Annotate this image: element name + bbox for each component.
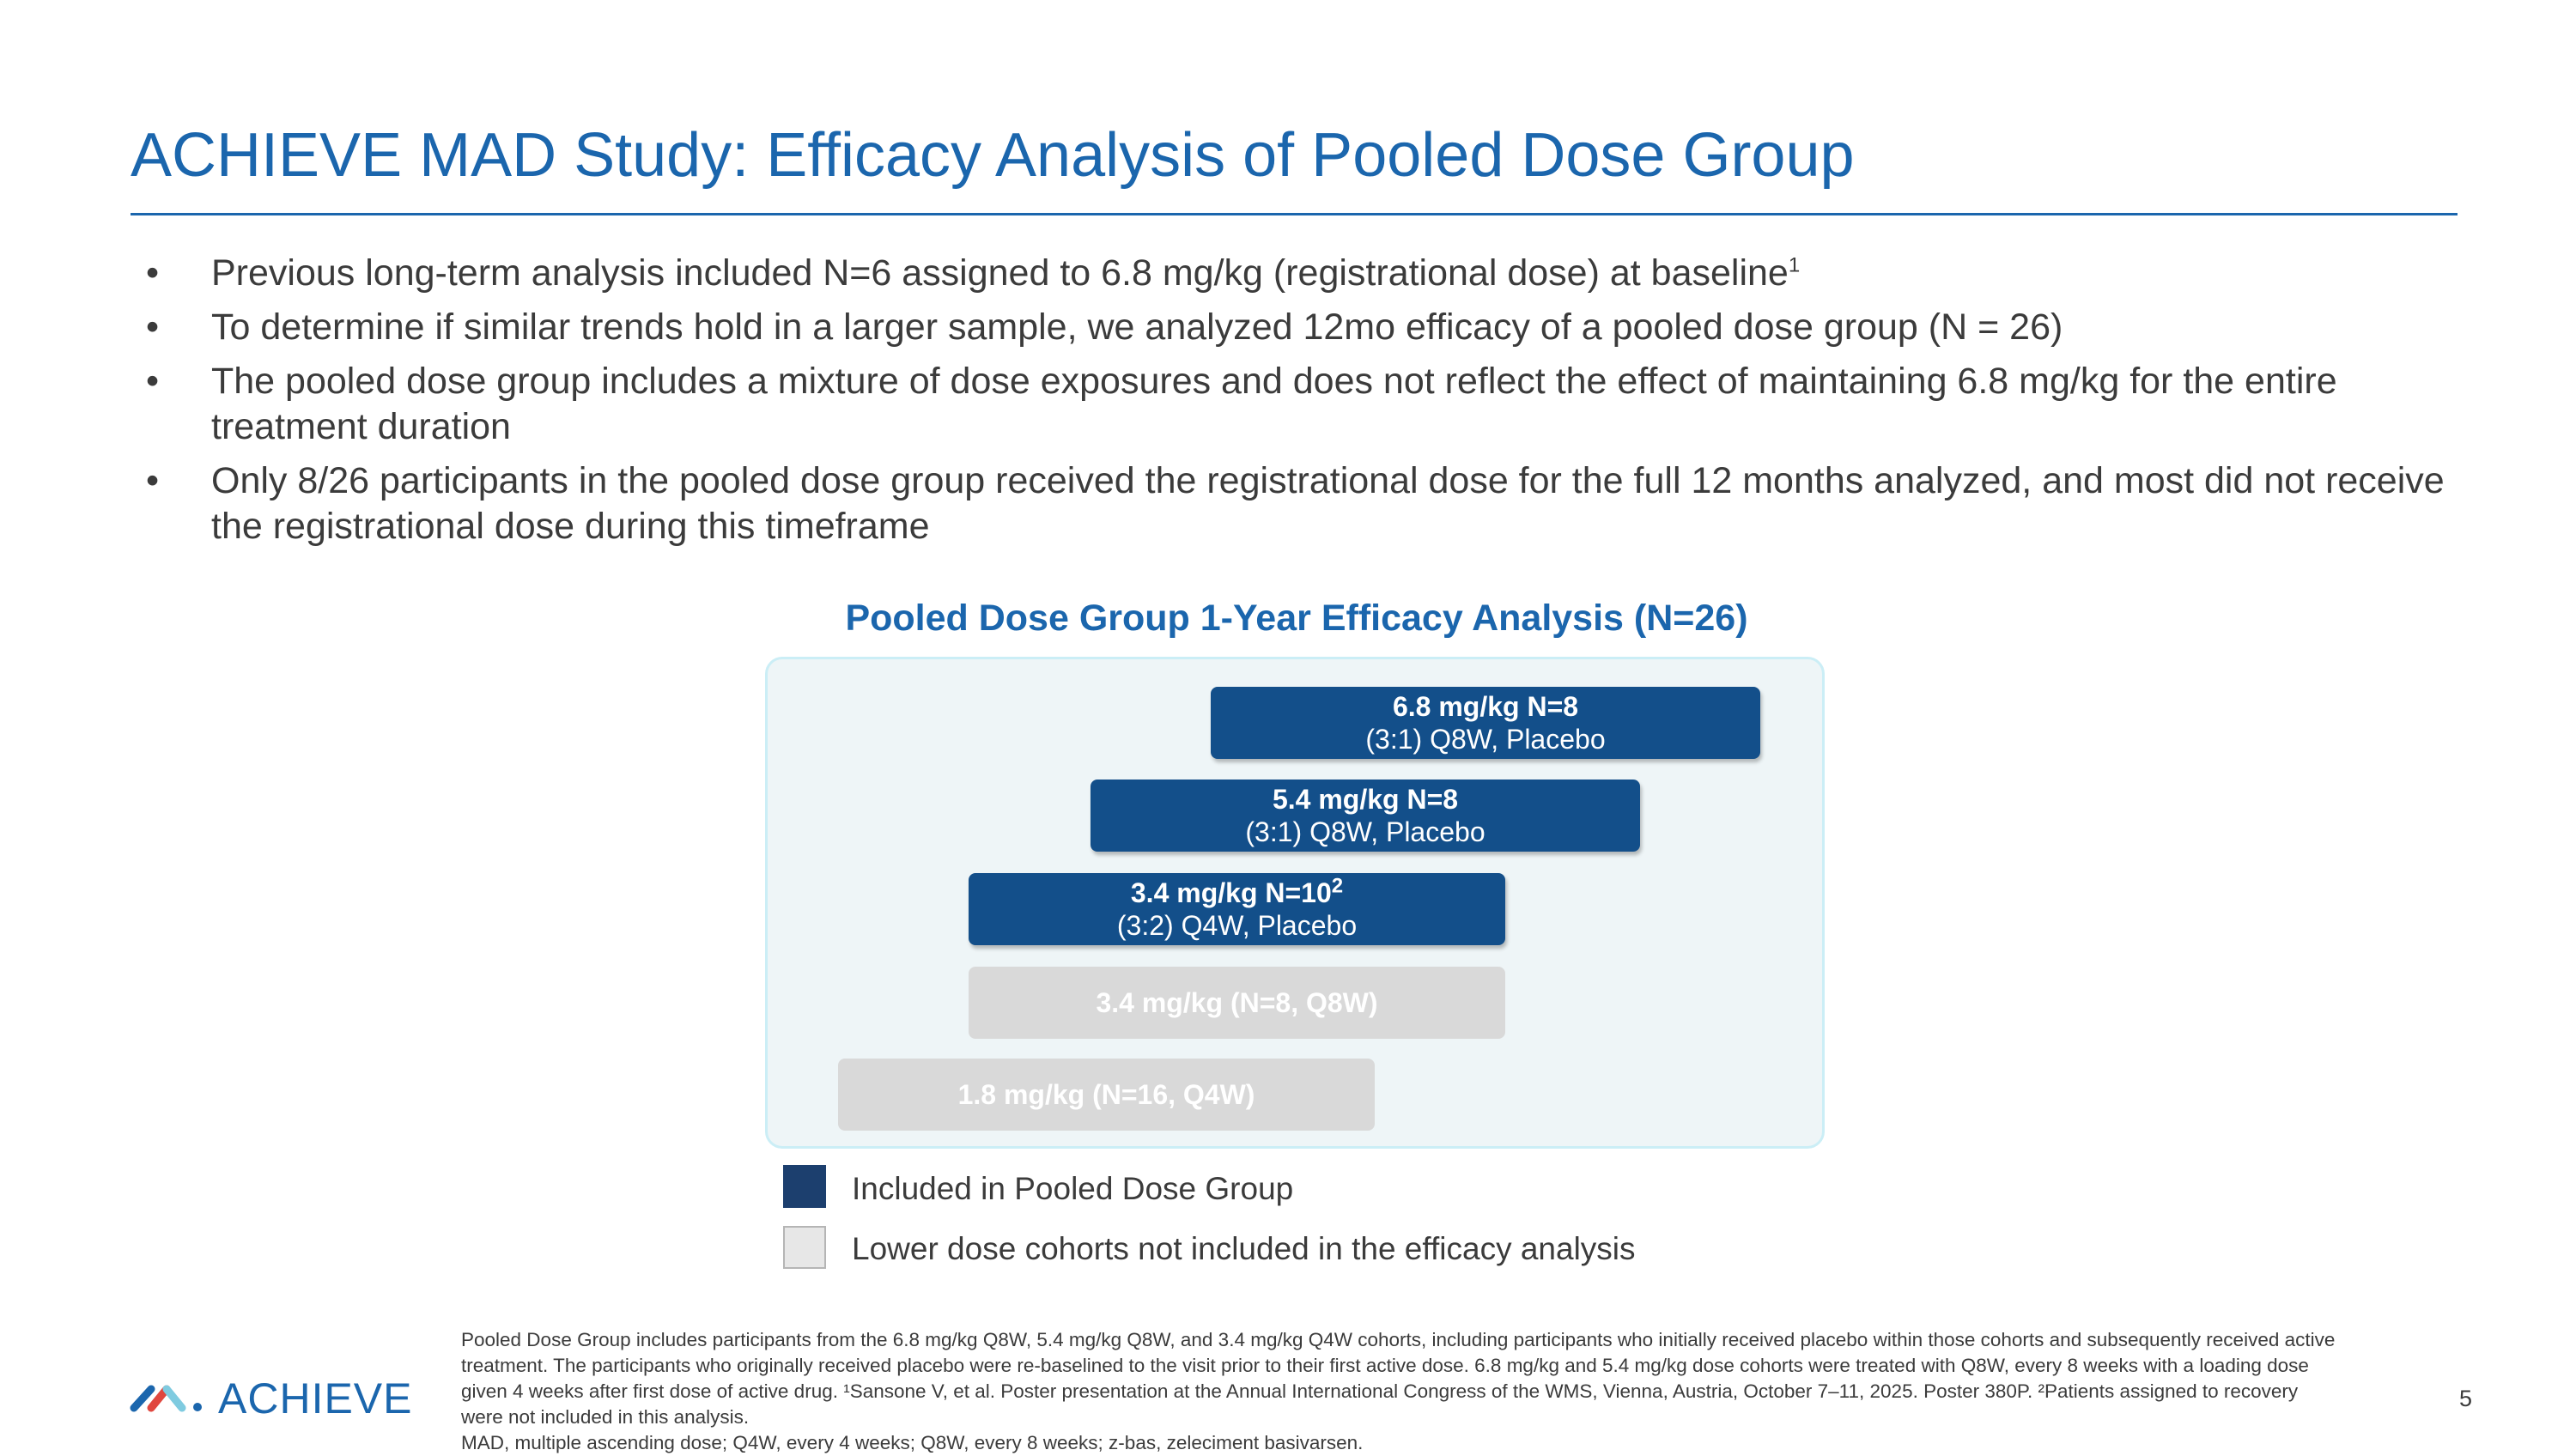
cohort-regimen-label: (3:1) Q8W, Placebo xyxy=(1365,724,1606,755)
cohort-bar-1-8: 1.8 mg/kg (N=16, Q4W) xyxy=(838,1059,1375,1131)
cohort-bar-6-8: 6.8 mg/kg N=8 (3:1) Q8W, Placebo xyxy=(1211,687,1760,759)
legend-label-excluded: Lower dose cohorts not included in the e… xyxy=(852,1231,1636,1266)
cohort-superscript: 2 xyxy=(1331,874,1344,898)
footnote: Pooled Dose Group includes participants … xyxy=(461,1327,2342,1456)
cohort-dose-label: 6.8 mg/kg N=8 xyxy=(1392,691,1579,722)
cohort-bar-5-4: 5.4 mg/kg N=8 (3:1) Q8W, Placebo xyxy=(1091,780,1640,852)
cohort-dose-label: 3.4 mg/kg N=102 xyxy=(1130,874,1344,908)
page-number: 5 xyxy=(2459,1386,2473,1411)
bullet-item: • Only 8/26 participants in the pooled d… xyxy=(146,458,2482,549)
bullet-superscript: 1 xyxy=(1788,253,1801,277)
bullet-text: The pooled dose group includes a mixture… xyxy=(211,361,2337,447)
diagram-title: Pooled Dose Group 1-Year Efficacy Analys… xyxy=(845,598,1748,639)
bullet-item: • Previous long-term analysis included N… xyxy=(146,251,2482,296)
bullet-list: • Previous long-term analysis included N… xyxy=(146,251,2482,558)
cohort-dose-label: 5.4 mg/kg N=8 xyxy=(1272,784,1459,815)
footnote-line: MAD, multiple ascending dose; Q4W, every… xyxy=(461,1432,1364,1453)
bullet-text: Previous long-term analysis included N=6… xyxy=(211,252,1789,294)
cohort-regimen-label: (3:2) Q4W, Placebo xyxy=(1116,910,1358,941)
cohort-regimen-label: (3:1) Q8W, Placebo xyxy=(1245,816,1485,847)
cohort-dose-label: 1.8 mg/kg (N=16, Q4W) xyxy=(957,1079,1255,1110)
legend-swatch-excluded xyxy=(783,1226,826,1269)
achieve-logo-icon xyxy=(129,1375,208,1417)
bullet-text: Only 8/26 participants in the pooled dos… xyxy=(211,460,2445,547)
bullet-item: • The pooled dose group includes a mixtu… xyxy=(146,359,2482,450)
achieve-logo-text: ACHIEVE xyxy=(218,1374,413,1423)
bullet-item: • To determine if similar trends hold in… xyxy=(146,305,2482,350)
bullet-dot: • xyxy=(146,306,160,348)
cohort-bar-3-4-q4w: 3.4 mg/kg N=102 (3:2) Q4W, Placebo xyxy=(969,873,1505,945)
slide-title: ACHIEVE MAD Study: Efficacy Analysis of … xyxy=(131,121,1855,190)
footnote-line: Pooled Dose Group includes participants … xyxy=(461,1329,2336,1428)
legend-label-included: Included in Pooled Dose Group xyxy=(852,1171,1294,1206)
legend-swatch-included xyxy=(783,1165,826,1208)
cohort-dose-label: 3.4 mg/kg (N=8, Q8W) xyxy=(1096,987,1378,1018)
bullet-text: To determine if similar trends hold in a… xyxy=(211,306,2063,348)
bullet-dot: • xyxy=(146,460,160,501)
bullet-dot: • xyxy=(146,252,160,294)
bullet-dot: • xyxy=(146,361,160,402)
title-divider xyxy=(131,213,2458,215)
cohort-bar-3-4-q8w: 3.4 mg/kg (N=8, Q8W) xyxy=(969,967,1505,1039)
